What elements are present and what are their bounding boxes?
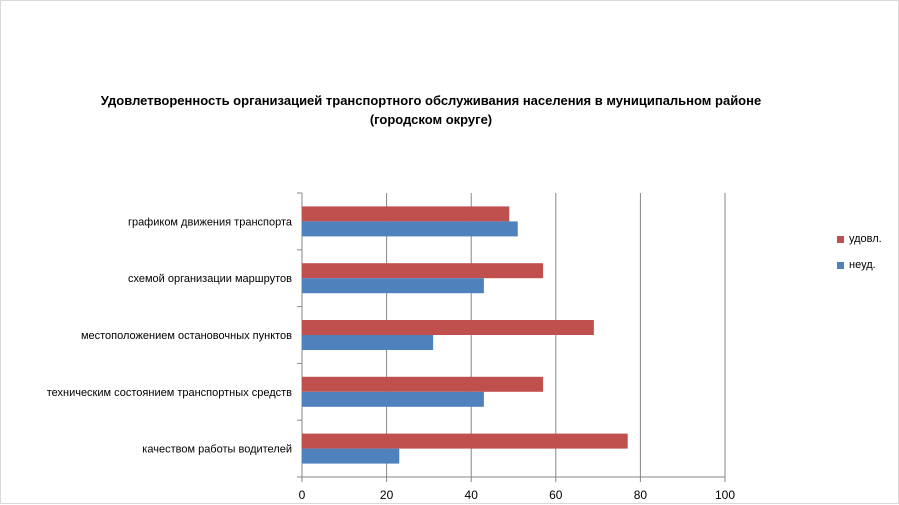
x-tick-label-60: 60: [549, 488, 563, 502]
chart-title-line-1: Удовлетворенность организацией транспорт…: [100, 93, 762, 108]
bar-neud-3: [302, 391, 484, 407]
chart-title: Удовлетворенность организацией транспорт…: [61, 91, 801, 129]
bar-udovl-0: [302, 206, 510, 222]
category-label-1: схемой организации маршрутов: [128, 273, 292, 285]
legend-item-udovl: удовл.: [837, 233, 882, 245]
legend-swatch-udovl: [837, 235, 844, 243]
legend-swatch-neud: [837, 261, 844, 269]
legend-item-neud: неуд.: [837, 259, 882, 271]
bar-neud-0: [302, 221, 518, 237]
bar-udovl-4: [302, 433, 628, 449]
category-label-4: качеством работы водителей: [142, 444, 292, 456]
legend: удовл. неуд.: [837, 233, 882, 285]
x-tick-label-0: 0: [299, 488, 306, 502]
category-label-3: техническим состоянием транспортных сред…: [47, 387, 292, 399]
legend-label-neud: неуд.: [849, 259, 876, 271]
x-tick-label-80: 80: [634, 488, 648, 502]
bar-udovl-2: [302, 320, 594, 335]
legend-label-udovl: удовл.: [849, 233, 882, 245]
x-tick-label-40: 40: [465, 488, 479, 502]
bar-udovl-3: [302, 376, 544, 392]
bar-neud-4: [302, 448, 400, 464]
x-tick-label-20: 20: [380, 488, 394, 502]
x-tick-label-100: 100: [715, 488, 735, 502]
bar-neud-2: [302, 335, 434, 350]
bar-neud-1: [302, 278, 484, 294]
bar-udovl-1: [302, 263, 544, 279]
chart-title-line-2: (городском округе): [369, 112, 493, 127]
category-label-0: графиком движения транспорта: [128, 216, 293, 228]
category-label-2: местоположением остановочных пунктов: [81, 330, 292, 342]
